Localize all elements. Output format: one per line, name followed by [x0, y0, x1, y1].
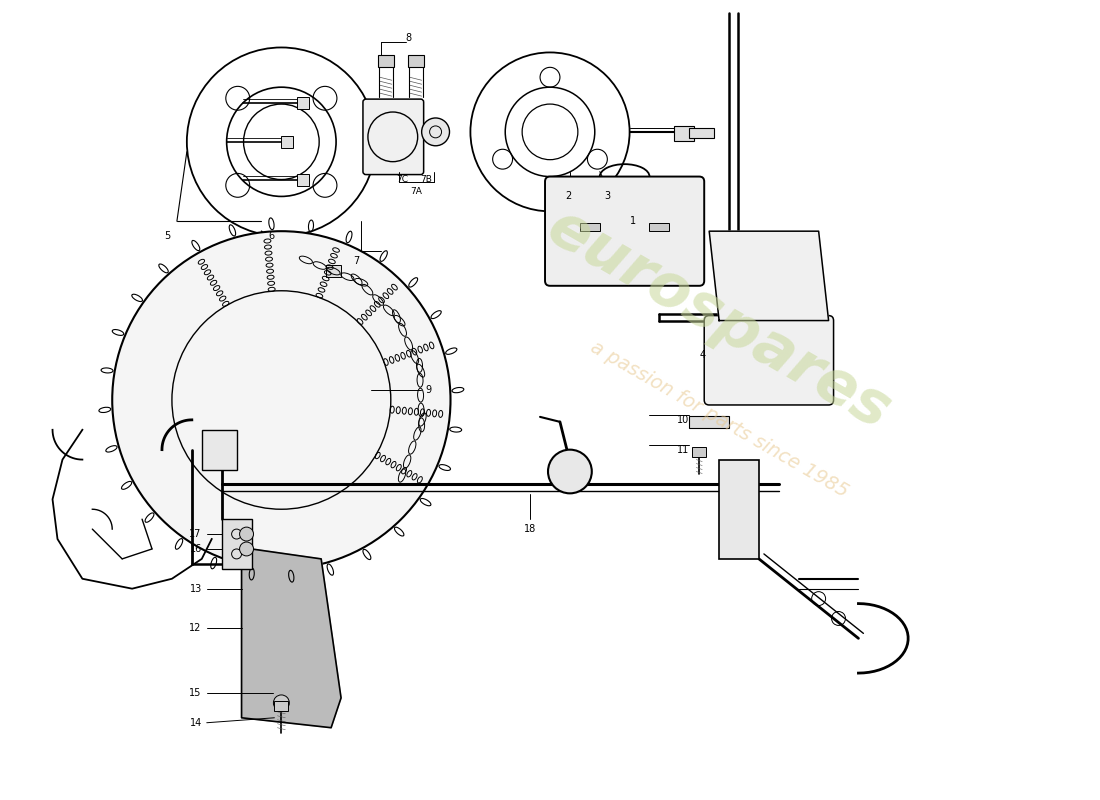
Text: 7B: 7B — [420, 175, 432, 184]
Text: 4: 4 — [700, 350, 705, 360]
Text: eurospares: eurospares — [537, 198, 901, 442]
Text: 11: 11 — [676, 445, 690, 454]
FancyBboxPatch shape — [297, 98, 309, 109]
Circle shape — [274, 695, 289, 711]
Text: 9: 9 — [426, 385, 432, 395]
FancyBboxPatch shape — [297, 174, 309, 186]
Text: 8: 8 — [406, 33, 411, 42]
Circle shape — [421, 118, 450, 146]
Text: 7C: 7C — [396, 175, 408, 184]
Bar — [719, 459, 759, 559]
Text: 10: 10 — [676, 415, 690, 425]
Circle shape — [240, 527, 253, 541]
Text: 2: 2 — [565, 191, 571, 202]
Text: 15: 15 — [189, 688, 201, 698]
Bar — [649, 223, 670, 231]
Text: 1: 1 — [629, 216, 636, 226]
FancyBboxPatch shape — [282, 136, 294, 148]
Bar — [222, 519, 252, 569]
FancyBboxPatch shape — [692, 446, 706, 457]
FancyBboxPatch shape — [274, 701, 288, 711]
Text: 6: 6 — [268, 231, 275, 241]
Text: 5: 5 — [164, 231, 170, 241]
Polygon shape — [242, 549, 341, 728]
Text: 13: 13 — [189, 584, 201, 594]
Polygon shape — [710, 231, 828, 321]
Text: 7A: 7A — [409, 187, 421, 196]
Bar — [690, 416, 729, 428]
FancyBboxPatch shape — [408, 55, 424, 67]
Text: 7: 7 — [353, 256, 359, 266]
Bar — [201, 430, 236, 470]
Text: a passion for parts since 1985: a passion for parts since 1985 — [587, 338, 851, 502]
Circle shape — [112, 231, 451, 569]
Text: 17: 17 — [189, 529, 201, 539]
FancyBboxPatch shape — [544, 177, 704, 286]
Circle shape — [548, 450, 592, 494]
Bar — [580, 223, 600, 231]
Text: 14: 14 — [189, 718, 201, 728]
Text: 18: 18 — [524, 524, 536, 534]
Text: 12: 12 — [189, 623, 201, 634]
FancyBboxPatch shape — [326, 265, 341, 277]
FancyBboxPatch shape — [690, 128, 714, 138]
FancyBboxPatch shape — [378, 55, 394, 67]
Text: 16: 16 — [189, 544, 201, 554]
Circle shape — [240, 542, 253, 556]
FancyBboxPatch shape — [363, 99, 424, 174]
FancyBboxPatch shape — [674, 126, 694, 141]
FancyBboxPatch shape — [704, 315, 834, 405]
Text: 3: 3 — [605, 191, 610, 202]
